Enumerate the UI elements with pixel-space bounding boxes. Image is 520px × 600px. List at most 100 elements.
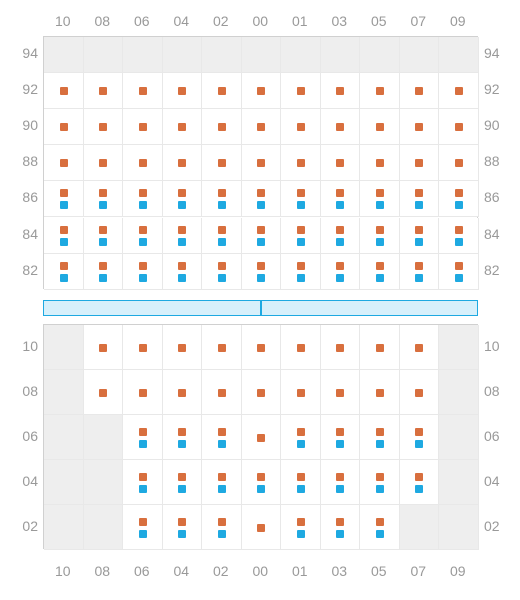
grid-cell[interactable] bbox=[321, 460, 361, 505]
grid-cell[interactable] bbox=[242, 37, 282, 73]
grid-cell[interactable] bbox=[281, 505, 321, 550]
grid-cell[interactable] bbox=[400, 254, 440, 290]
grid-cell[interactable] bbox=[242, 73, 282, 109]
grid-cell[interactable] bbox=[163, 460, 203, 505]
grid-cell[interactable] bbox=[360, 505, 400, 550]
grid-cell[interactable] bbox=[360, 73, 400, 109]
grid-cell[interactable] bbox=[202, 505, 242, 550]
grid-cell[interactable] bbox=[123, 460, 163, 505]
grid-cell[interactable] bbox=[439, 325, 479, 370]
grid-cell[interactable] bbox=[281, 460, 321, 505]
grid-cell[interactable] bbox=[281, 218, 321, 254]
grid-cell[interactable] bbox=[202, 145, 242, 181]
grid-cell[interactable] bbox=[44, 370, 84, 415]
grid-cell[interactable] bbox=[400, 325, 440, 370]
grid-cell[interactable] bbox=[242, 415, 282, 460]
grid-cell[interactable] bbox=[360, 181, 400, 217]
grid-cell[interactable] bbox=[360, 254, 400, 290]
grid-cell[interactable] bbox=[202, 109, 242, 145]
grid-cell[interactable] bbox=[321, 415, 361, 460]
grid-cell[interactable] bbox=[400, 415, 440, 460]
grid-cell[interactable] bbox=[202, 415, 242, 460]
grid-cell[interactable] bbox=[44, 37, 84, 73]
grid-cell[interactable] bbox=[163, 109, 203, 145]
grid-cell[interactable] bbox=[163, 218, 203, 254]
grid-cell[interactable] bbox=[84, 145, 124, 181]
grid-cell[interactable] bbox=[360, 370, 400, 415]
grid-cell[interactable] bbox=[360, 460, 400, 505]
grid-cell[interactable] bbox=[163, 415, 203, 460]
grid-cell[interactable] bbox=[202, 254, 242, 290]
grid-cell[interactable] bbox=[163, 73, 203, 109]
grid-cell[interactable] bbox=[439, 181, 479, 217]
grid-cell[interactable] bbox=[321, 109, 361, 145]
grid-cell[interactable] bbox=[202, 218, 242, 254]
grid-cell[interactable] bbox=[44, 181, 84, 217]
grid-cell[interactable] bbox=[84, 415, 124, 460]
grid-cell[interactable] bbox=[123, 415, 163, 460]
grid-cell[interactable] bbox=[163, 145, 203, 181]
grid-cell[interactable] bbox=[163, 325, 203, 370]
grid-cell[interactable] bbox=[44, 415, 84, 460]
grid-cell[interactable] bbox=[360, 218, 400, 254]
grid-cell[interactable] bbox=[281, 109, 321, 145]
grid-cell[interactable] bbox=[242, 218, 282, 254]
grid-cell[interactable] bbox=[123, 254, 163, 290]
grid-cell[interactable] bbox=[281, 73, 321, 109]
grid-cell[interactable] bbox=[321, 145, 361, 181]
divider-left[interactable] bbox=[43, 300, 261, 316]
grid-cell[interactable] bbox=[84, 109, 124, 145]
grid-cell[interactable] bbox=[360, 415, 400, 460]
grid-cell[interactable] bbox=[281, 254, 321, 290]
grid-cell[interactable] bbox=[400, 505, 440, 550]
grid-cell[interactable] bbox=[123, 181, 163, 217]
grid-cell[interactable] bbox=[321, 37, 361, 73]
grid-cell[interactable] bbox=[281, 37, 321, 73]
grid-cell[interactable] bbox=[400, 218, 440, 254]
grid-cell[interactable] bbox=[281, 145, 321, 181]
grid-cell[interactable] bbox=[202, 37, 242, 73]
grid-cell[interactable] bbox=[439, 218, 479, 254]
grid-cell[interactable] bbox=[202, 460, 242, 505]
grid-cell[interactable] bbox=[163, 254, 203, 290]
grid-cell[interactable] bbox=[439, 505, 479, 550]
grid-cell[interactable] bbox=[163, 505, 203, 550]
grid-cell[interactable] bbox=[321, 370, 361, 415]
grid-cell[interactable] bbox=[281, 181, 321, 217]
grid-cell[interactable] bbox=[281, 370, 321, 415]
grid-cell[interactable] bbox=[123, 73, 163, 109]
grid-cell[interactable] bbox=[242, 181, 282, 217]
grid-cell[interactable] bbox=[44, 460, 84, 505]
grid-cell[interactable] bbox=[321, 181, 361, 217]
grid-cell[interactable] bbox=[321, 73, 361, 109]
grid-cell[interactable] bbox=[44, 145, 84, 181]
grid-cell[interactable] bbox=[439, 73, 479, 109]
grid-cell[interactable] bbox=[202, 73, 242, 109]
grid-cell[interactable] bbox=[242, 370, 282, 415]
grid-cell[interactable] bbox=[439, 109, 479, 145]
grid-cell[interactable] bbox=[439, 370, 479, 415]
grid-cell[interactable] bbox=[439, 254, 479, 290]
grid-cell[interactable] bbox=[400, 109, 440, 145]
grid-cell[interactable] bbox=[44, 218, 84, 254]
grid-cell[interactable] bbox=[400, 145, 440, 181]
grid-cell[interactable] bbox=[84, 325, 124, 370]
grid-cell[interactable] bbox=[44, 254, 84, 290]
grid-cell[interactable] bbox=[84, 181, 124, 217]
grid-cell[interactable] bbox=[44, 325, 84, 370]
grid-cell[interactable] bbox=[84, 218, 124, 254]
grid-cell[interactable] bbox=[281, 325, 321, 370]
grid-cell[interactable] bbox=[84, 254, 124, 290]
grid-cell[interactable] bbox=[242, 109, 282, 145]
grid-cell[interactable] bbox=[44, 109, 84, 145]
grid-cell[interactable] bbox=[123, 145, 163, 181]
grid-cell[interactable] bbox=[439, 145, 479, 181]
grid-cell[interactable] bbox=[400, 370, 440, 415]
grid-cell[interactable] bbox=[163, 181, 203, 217]
grid-cell[interactable] bbox=[44, 73, 84, 109]
grid-cell[interactable] bbox=[242, 325, 282, 370]
grid-cell[interactable] bbox=[321, 218, 361, 254]
grid-cell[interactable] bbox=[84, 505, 124, 550]
grid-cell[interactable] bbox=[123, 218, 163, 254]
grid-cell[interactable] bbox=[360, 325, 400, 370]
